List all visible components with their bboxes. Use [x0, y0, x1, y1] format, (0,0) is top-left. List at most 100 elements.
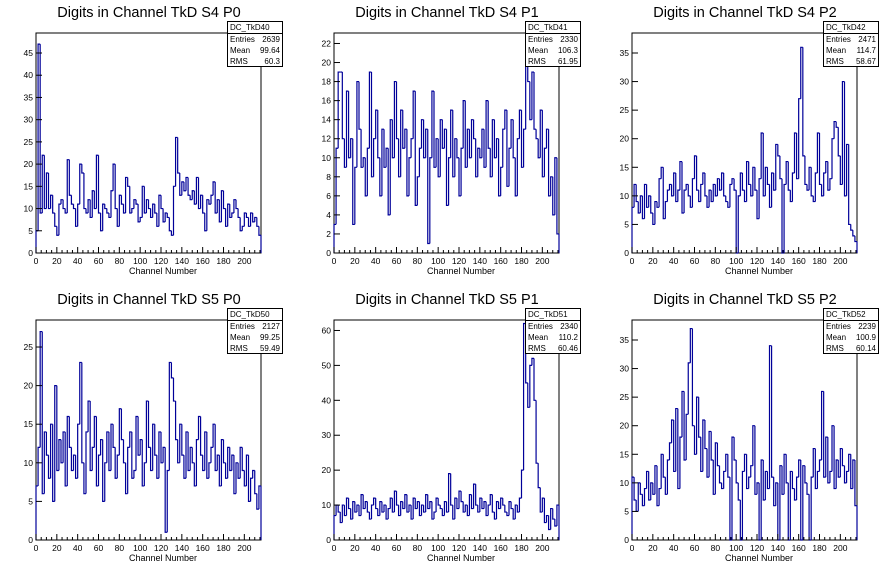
stats-box: DC_TkD52 Entries 2239 Mean 100.9 RMS 60.14 [823, 308, 879, 354]
histogram-bin [74, 208, 78, 227]
histogram-bin [172, 377, 176, 402]
stats-histogram-name: DC_TkD42 [824, 22, 878, 34]
histogram-bin [41, 331, 45, 495]
histogram-bin [379, 157, 382, 197]
histogram-bin [687, 184, 691, 197]
histogram-bin [177, 439, 180, 464]
histogram-pad-tkd-s4-p0: 0 20 40 60 80 100 120 140 160 180 200 Channel Numbe… [0, 0, 298, 287]
histogram-bin [775, 482, 778, 506]
histogram-bin [735, 460, 739, 484]
histogram-bin [687, 362, 691, 415]
histogram-bin [789, 190, 793, 203]
y-tick-label: 30 [24, 115, 34, 125]
histogram-bin [139, 439, 143, 456]
histogram-bin [506, 110, 509, 187]
x-tick-label: 200 [535, 256, 549, 266]
histogram-bin [420, 119, 424, 149]
histogram-bin [450, 473, 453, 506]
stats-rms-value: 60.46 [557, 344, 578, 353]
histogram-bin [197, 177, 201, 210]
x-tick-label: 100 [133, 543, 147, 553]
histogram-bin [391, 119, 395, 159]
histogram-bin [720, 482, 724, 490]
histogram-bin [62, 199, 66, 210]
histogram-bin [545, 128, 549, 149]
histogram-bin [679, 436, 682, 489]
histogram-bin [210, 446, 214, 463]
histogram-bin [220, 439, 224, 486]
histogram-bin [114, 447, 118, 479]
histogram-bin [112, 424, 116, 448]
histogram-bin [808, 166, 812, 191]
y-axis: 0 5 10 15 20 25 [24, 342, 42, 545]
y-tick-label: 5 [624, 219, 629, 229]
histogram-bin [362, 494, 366, 510]
histogram-bin [414, 91, 418, 206]
y-tick-label: 5 [28, 226, 33, 236]
stats-entries-label: Entries [826, 35, 851, 44]
histogram-bin [816, 470, 820, 489]
histogram-bin [87, 400, 91, 432]
histogram-bin [495, 138, 499, 158]
y-tick-label: 14 [322, 115, 332, 125]
histogram-bin [245, 454, 249, 486]
y-tick-label: 15 [24, 419, 34, 429]
histogram-bin [683, 391, 687, 461]
histogram-bin [660, 453, 664, 489]
histogram-bin [806, 482, 810, 495]
histogram-bin [552, 508, 555, 520]
histogram-bin [185, 176, 189, 191]
histogram-bin [631, 476, 635, 540]
histogram-bin [425, 494, 428, 513]
stats-rms-label: RMS [826, 344, 844, 353]
histogram-bin [654, 465, 657, 495]
histogram-bin [393, 490, 397, 513]
histogram-bin [172, 185, 176, 236]
y-axis: 0 2 4 6 8 10 12 14 16 18 20 22 [322, 38, 340, 258]
histogram-pad-tkd-s5-p0: 0 20 40 60 80 100 120 140 160 180 200 Channel Numbe… [0, 287, 298, 574]
x-tick-label: 120 [452, 256, 466, 266]
histogram-pad-tkd-s5-p1: 0 20 40 60 80 100 120 140 160 180 200 Channel Numbe… [298, 287, 596, 574]
histogram-bin [547, 129, 551, 197]
y-axis: 0 5 10 15 20 25 30 35 [620, 48, 638, 258]
histogram-bin [752, 166, 755, 196]
y-tick-label: 45 [24, 48, 34, 58]
histogram-bin [668, 183, 672, 191]
histogram-bin [731, 436, 735, 540]
histogram-bin [825, 436, 828, 478]
histogram-bin [402, 110, 405, 149]
histogram-bin [347, 498, 351, 510]
histogram-bin [443, 500, 447, 516]
histogram-bin [750, 465, 753, 478]
histogram-bin [685, 413, 689, 460]
y-tick-label: 20 [24, 381, 34, 391]
histogram-bin [443, 128, 447, 149]
histogram-bins [35, 330, 262, 540]
histogram-bin [695, 396, 699, 455]
x-tick-label: 60 [690, 543, 700, 553]
histogram-bin [241, 225, 245, 231]
histogram-bin [831, 425, 835, 472]
stats-mean-value: 100.9 [855, 333, 876, 342]
histogram-bin [131, 431, 134, 479]
stats-entries-row: Entries 2340 [526, 321, 580, 332]
histogram-bin [135, 415, 139, 471]
stats-rms-label: RMS [826, 57, 844, 66]
histogram-bin [497, 501, 501, 510]
histogram-bin [410, 505, 414, 520]
histogram-bin [785, 160, 789, 185]
stats-mean-value: 99.25 [259, 333, 280, 342]
histogram-title: Digits in Channel TkD S5 P2 [653, 292, 837, 308]
histogram-bin [133, 469, 136, 479]
histogram-bin [481, 498, 484, 510]
histogram-bin [754, 425, 757, 495]
histogram-bin [541, 497, 545, 513]
histogram-bin [364, 500, 368, 509]
stats-rms-value: 58.67 [855, 57, 876, 66]
stats-rms-value: 60.14 [855, 344, 876, 353]
histogram-bin [191, 447, 195, 464]
histogram-bin [337, 71, 341, 149]
histogram-bin [729, 183, 732, 208]
stats-entries-row: Entries 2127 [228, 321, 282, 332]
histogram-bin [470, 119, 474, 158]
